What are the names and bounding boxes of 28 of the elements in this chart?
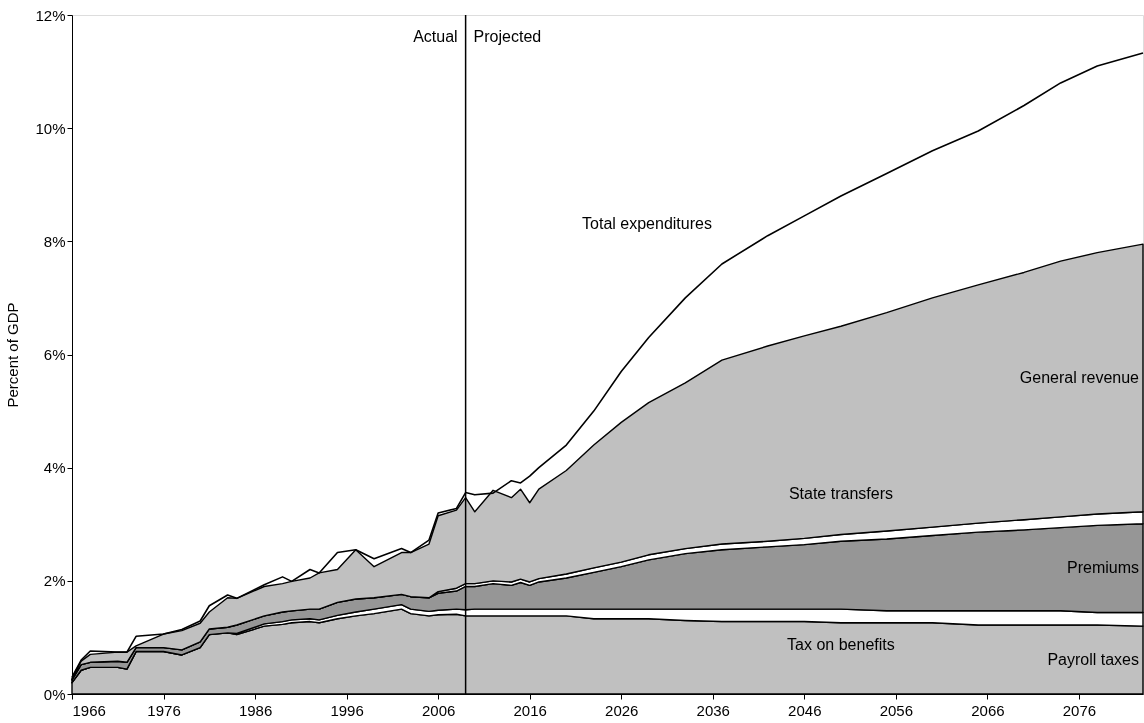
x-tick-label: 1986 xyxy=(238,701,273,719)
x-tick-label: 2046 xyxy=(788,701,822,719)
x-tick-label: 2056 xyxy=(879,701,914,719)
series-label: State transfers xyxy=(788,485,893,503)
series-label: Premiums xyxy=(1066,559,1139,577)
x-tick-label: 2036 xyxy=(696,701,730,719)
x-tick-label: 2066 xyxy=(971,701,1005,719)
series-label: Tax on benefits xyxy=(787,635,895,653)
y-tick-label: 12% xyxy=(35,6,66,24)
y-tick-label: 2% xyxy=(43,572,66,590)
y-tick-label: 4% xyxy=(43,459,66,477)
x-tick-label: 2076 xyxy=(1062,701,1097,719)
x-tick-label: 2016 xyxy=(513,701,547,719)
annotation: Projected xyxy=(473,28,542,45)
y-tick-label: 6% xyxy=(43,346,66,363)
x-tick-label: 1996 xyxy=(330,701,364,719)
text: Total expenditures xyxy=(582,214,712,232)
x-tick-label: 1966 xyxy=(72,701,106,719)
x-tick-label: 2026 xyxy=(605,701,639,719)
y-tick-label: 8% xyxy=(43,232,66,250)
ref-line-label: Actual xyxy=(413,28,458,45)
series-label: Payroll taxes xyxy=(1047,651,1139,669)
x-tick-label: 2006 xyxy=(421,701,456,719)
y-tick-label: 0% xyxy=(43,685,66,703)
y-tick-label: 10% xyxy=(35,119,66,137)
x-tick-label: 1976 xyxy=(147,701,181,719)
series-label: General revenue xyxy=(1019,368,1140,386)
y-axis-title: Percent of GDP xyxy=(4,302,22,408)
